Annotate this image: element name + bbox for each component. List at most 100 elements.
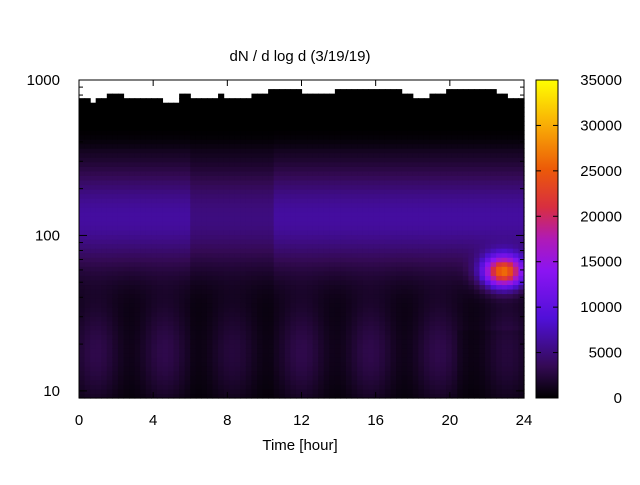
heatmap-cell bbox=[329, 202, 336, 208]
heatmap-cell bbox=[351, 170, 358, 176]
heatmap-cell bbox=[340, 184, 347, 190]
heatmap-cell bbox=[284, 384, 291, 390]
heatmap-cell bbox=[423, 338, 431, 345]
heatmap-cell bbox=[290, 89, 297, 95]
heatmap-cell bbox=[223, 361, 230, 367]
heatmap-cell bbox=[123, 298, 130, 304]
heatmap-cell bbox=[279, 257, 286, 263]
heatmap-cell bbox=[407, 175, 414, 181]
heatmap-cell bbox=[251, 120, 258, 127]
heatmap-cell bbox=[362, 216, 369, 222]
heatmap-cell bbox=[329, 120, 336, 127]
heatmap-cell bbox=[234, 388, 241, 395]
heatmap-cell bbox=[223, 207, 230, 213]
heatmap-cell bbox=[268, 375, 275, 381]
heatmap-cell bbox=[485, 343, 492, 349]
heatmap-cell bbox=[279, 198, 286, 204]
heatmap-cell bbox=[451, 320, 458, 326]
heatmap-cell bbox=[240, 234, 247, 240]
heatmap-cell bbox=[284, 102, 291, 108]
heatmap-cell bbox=[379, 225, 386, 231]
heatmap-cell bbox=[418, 134, 425, 140]
heatmap-cell bbox=[451, 161, 458, 167]
heatmap-cell bbox=[234, 152, 241, 158]
heatmap-cell bbox=[145, 184, 152, 190]
heatmap-cell bbox=[123, 311, 130, 317]
heatmap-cell bbox=[295, 320, 303, 326]
heatmap-cell bbox=[290, 388, 297, 395]
heatmap-cell bbox=[357, 248, 364, 254]
heatmap-cell bbox=[451, 239, 458, 245]
heatmap-cell bbox=[212, 393, 219, 399]
heatmap-cell bbox=[184, 370, 191, 376]
heatmap-cell bbox=[179, 198, 186, 204]
heatmap-cell bbox=[368, 134, 375, 140]
heatmap-cell bbox=[429, 220, 436, 226]
heatmap-cell bbox=[390, 361, 397, 367]
heatmap-cell bbox=[396, 325, 403, 331]
heatmap-cell bbox=[407, 139, 414, 145]
heatmap-cell bbox=[173, 334, 180, 340]
heatmap-cell bbox=[373, 334, 380, 340]
heatmap-cell bbox=[479, 234, 486, 240]
heatmap-cell bbox=[390, 348, 397, 354]
heatmap-cell bbox=[245, 316, 253, 322]
heatmap-cell bbox=[156, 388, 164, 395]
heatmap-cell bbox=[418, 361, 425, 367]
heatmap-cell bbox=[418, 170, 425, 176]
heatmap-cell bbox=[457, 220, 464, 226]
heatmap-cell bbox=[240, 384, 247, 390]
heatmap-cell bbox=[423, 311, 431, 317]
heatmap-cell bbox=[307, 261, 314, 267]
heatmap-cell bbox=[290, 93, 297, 99]
heatmap-cell bbox=[240, 143, 247, 149]
heatmap-cell bbox=[457, 361, 464, 367]
heatmap-cell bbox=[257, 366, 264, 372]
heatmap-cell bbox=[485, 288, 492, 295]
heatmap-cell bbox=[318, 266, 325, 272]
heatmap-cell bbox=[440, 120, 447, 127]
heatmap-cell bbox=[184, 325, 191, 331]
heatmap-cell bbox=[295, 216, 303, 222]
heatmap-cell bbox=[290, 189, 297, 195]
heatmap-cell bbox=[184, 184, 191, 190]
heatmap-cell bbox=[168, 139, 175, 145]
heatmap-cell bbox=[423, 166, 431, 172]
heatmap-cell bbox=[446, 134, 453, 140]
heatmap-cell bbox=[418, 279, 425, 286]
heatmap-cell bbox=[334, 257, 342, 263]
heatmap-cell bbox=[396, 202, 403, 208]
heatmap-cell bbox=[156, 102, 164, 108]
heatmap-cell bbox=[423, 275, 431, 281]
heatmap-cell bbox=[290, 325, 297, 331]
heatmap-cell bbox=[429, 216, 436, 222]
heatmap-cell bbox=[373, 157, 380, 163]
heatmap-cell bbox=[412, 111, 419, 117]
heatmap-cell bbox=[329, 348, 336, 354]
heatmap-cell bbox=[357, 157, 364, 163]
heatmap-cell bbox=[368, 298, 375, 304]
heatmap-cell bbox=[117, 207, 125, 213]
heatmap-cell bbox=[223, 170, 230, 176]
heatmap-cell bbox=[418, 166, 425, 172]
heatmap-cell bbox=[323, 166, 330, 172]
heatmap-cell bbox=[412, 293, 419, 299]
heatmap-cell bbox=[457, 202, 464, 208]
heatmap-cell bbox=[479, 388, 486, 395]
heatmap-cell bbox=[451, 329, 458, 335]
heatmap-cell bbox=[329, 148, 336, 154]
heatmap-cell bbox=[229, 275, 236, 281]
heatmap-cell bbox=[396, 261, 403, 267]
heatmap-cell bbox=[106, 143, 113, 149]
heatmap-cell bbox=[251, 129, 258, 136]
heatmap-cell bbox=[95, 379, 102, 385]
heatmap-cell bbox=[179, 93, 186, 99]
heatmap-cell bbox=[84, 375, 91, 381]
heatmap-cell bbox=[184, 202, 191, 208]
heatmap-cell bbox=[407, 111, 414, 117]
heatmap-cell bbox=[79, 193, 86, 199]
heatmap-cell bbox=[195, 170, 202, 176]
heatmap-cell bbox=[373, 161, 380, 167]
heatmap-cell bbox=[295, 379, 303, 385]
heatmap-cell bbox=[368, 157, 375, 163]
